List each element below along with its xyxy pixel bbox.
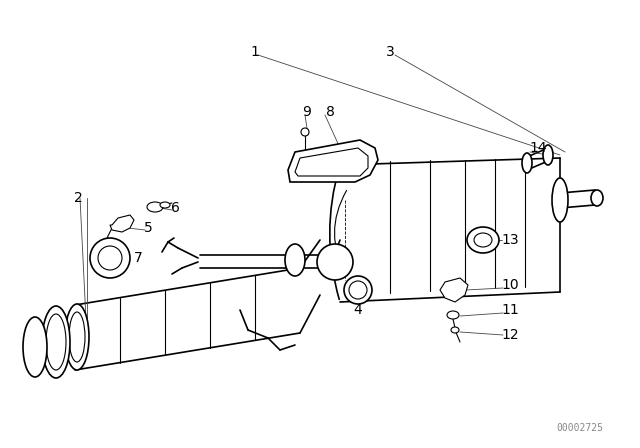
Polygon shape — [440, 278, 468, 302]
Ellipse shape — [552, 178, 568, 222]
Ellipse shape — [543, 145, 553, 165]
Ellipse shape — [147, 202, 163, 212]
Text: 13: 13 — [501, 233, 519, 247]
Ellipse shape — [467, 227, 499, 253]
Ellipse shape — [46, 314, 66, 370]
Ellipse shape — [23, 317, 47, 377]
Text: 7: 7 — [134, 251, 142, 265]
Text: 2: 2 — [74, 191, 83, 205]
Polygon shape — [110, 215, 134, 232]
Ellipse shape — [301, 128, 309, 136]
Ellipse shape — [522, 153, 532, 173]
Ellipse shape — [591, 190, 603, 206]
Text: 11: 11 — [501, 303, 519, 317]
Text: 6: 6 — [171, 201, 179, 215]
Ellipse shape — [160, 202, 170, 208]
Text: 8: 8 — [326, 105, 335, 119]
Ellipse shape — [285, 244, 305, 276]
Polygon shape — [295, 148, 368, 176]
Ellipse shape — [90, 238, 130, 278]
Text: 5: 5 — [143, 221, 152, 235]
Ellipse shape — [42, 306, 70, 378]
Text: 12: 12 — [501, 328, 519, 342]
Text: 14: 14 — [529, 141, 547, 155]
Text: 1: 1 — [251, 45, 259, 59]
Text: 00002725: 00002725 — [557, 423, 604, 433]
Text: 3: 3 — [386, 45, 394, 59]
Polygon shape — [288, 140, 378, 182]
Ellipse shape — [447, 311, 459, 319]
Text: 10: 10 — [501, 278, 519, 292]
Text: 4: 4 — [354, 303, 362, 317]
Ellipse shape — [344, 276, 372, 304]
Ellipse shape — [69, 312, 85, 362]
Text: 9: 9 — [303, 105, 312, 119]
Ellipse shape — [98, 246, 122, 270]
Ellipse shape — [65, 304, 89, 370]
Ellipse shape — [474, 233, 492, 247]
Ellipse shape — [349, 281, 367, 299]
Ellipse shape — [451, 327, 459, 333]
Ellipse shape — [317, 244, 353, 280]
